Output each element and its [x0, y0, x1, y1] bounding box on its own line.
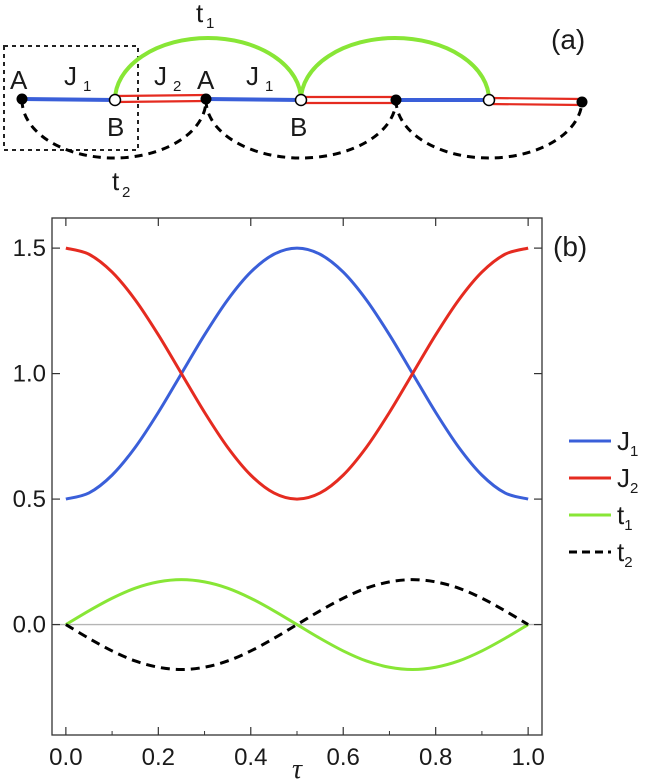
x-tick-label: 0.2 [142, 744, 175, 771]
site-a-4 [576, 96, 588, 108]
site-label-b-2: B [290, 112, 307, 142]
label-j2: J 2 [154, 61, 181, 95]
site-b-3 [482, 93, 496, 107]
site-a-1 [16, 93, 28, 105]
chart: 0.0 0.2 0.4 0.6 0.8 1.0 0.0 0.5 1.0 1.5 (b) τ J1J… [13, 217, 638, 784]
y-tick-label: 0.0 [13, 612, 46, 639]
svg-text:J: J [64, 61, 77, 91]
legend-label-j1: J1 [617, 426, 638, 460]
t1-arc-1 [113, 36, 303, 101]
svg-text:1: 1 [206, 15, 214, 32]
j1-bond-1 [21, 97, 116, 102]
series-j2-line [65, 246, 529, 501]
site-label-a-1: A [10, 65, 28, 95]
svg-text:J: J [246, 61, 259, 91]
series-t1-line [65, 578, 529, 671]
axis-ticks [52, 218, 542, 735]
x-tick-label: 0.0 [49, 744, 82, 771]
svg-text:2: 2 [173, 78, 181, 95]
label-j1-2: J 1 [246, 61, 273, 95]
j2-bond-3 [488, 96, 583, 107]
x-tick-label: 0.4 [234, 744, 267, 771]
lattice-schematic: (a) A B A B J 1 J 2 J 1 t 1 t 2 [3, 0, 588, 201]
legend-label-j2: J2 [617, 463, 638, 497]
panel-b-label: (b) [553, 231, 587, 262]
series-lines [65, 246, 529, 671]
t2-arc-1 [20, 99, 208, 160]
y-tick-label: 0.5 [13, 486, 46, 513]
y-tick-label: 1.0 [13, 361, 46, 388]
legend-label-t2: t2 [617, 537, 633, 571]
svg-text:2: 2 [122, 184, 130, 201]
site-b-2 [294, 93, 308, 107]
j2-bond-1 [114, 93, 207, 104]
svg-text:J: J [154, 61, 167, 91]
label-j1-1: J 1 [64, 61, 91, 95]
svg-text:t: t [196, 0, 204, 28]
site-a-2 [200, 93, 212, 105]
t2-arc-3 [394, 99, 584, 160]
x-axis-label: τ [292, 754, 303, 784]
site-a-3 [390, 94, 402, 106]
x-tick-label: 0.8 [419, 744, 452, 771]
legend-label-t1: t1 [617, 500, 633, 534]
site-label-b-1: B [107, 112, 124, 142]
site-label-a-2: A [197, 65, 215, 95]
x-tick-label: 0.6 [327, 744, 360, 771]
site-b-1 [108, 93, 122, 107]
j2-bond-2 [301, 95, 396, 105]
svg-text:t: t [112, 166, 120, 196]
label-t2: t 2 [112, 166, 130, 201]
series-j1-line [65, 246, 529, 501]
j1-bond-2 [205, 97, 302, 102]
label-t1: t 1 [196, 0, 214, 32]
t2-arc-2 [204, 99, 398, 160]
svg-text:1: 1 [83, 78, 91, 95]
svg-text:1: 1 [265, 78, 273, 95]
axis-tick-labels: 0.0 0.2 0.4 0.6 0.8 1.0 0.0 0.5 1.0 1.5 [13, 235, 545, 771]
t1-arc-2 [299, 36, 491, 101]
x-tick-label: 1.0 [511, 744, 544, 771]
panel-a-label: (a) [551, 24, 585, 55]
y-tick-label: 1.5 [13, 235, 46, 262]
